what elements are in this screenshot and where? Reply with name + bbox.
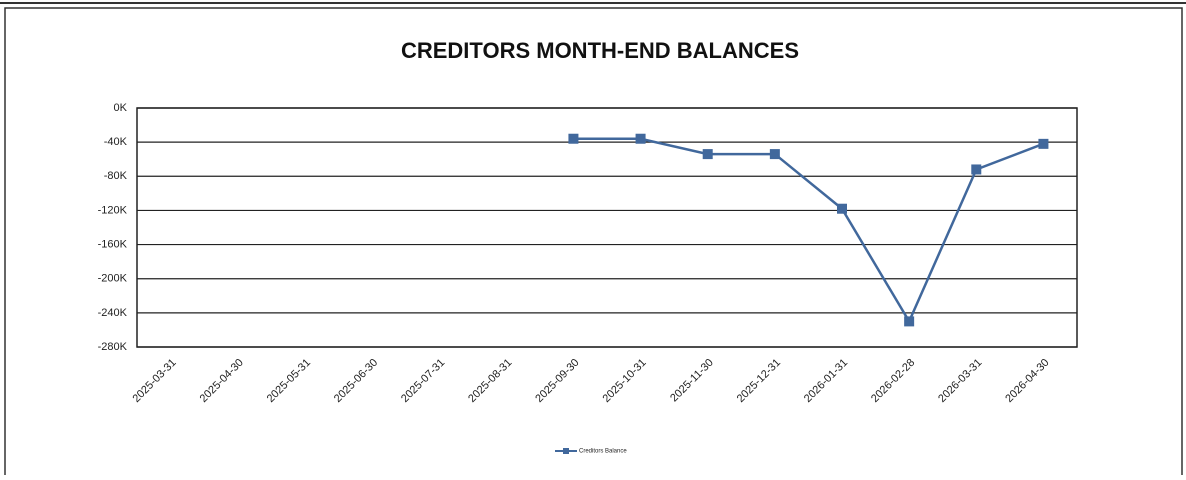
y-tick-label: -160K [98, 238, 128, 250]
y-tick-label: -280K [98, 341, 128, 353]
legend-label: Creditors Balance [579, 449, 627, 455]
x-tick-label: 2025-09-30 [533, 357, 581, 405]
x-tick-label: 2025-06-30 [332, 357, 380, 405]
x-tick-label: 2025-12-31 [735, 357, 783, 405]
point-marker [1038, 138, 1049, 149]
legend-marker [563, 448, 569, 454]
x-tick-label: 2025-05-31 [265, 357, 313, 405]
y-tick-label: -200K [98, 273, 128, 285]
y-tick-label: -240K [98, 307, 128, 319]
x-tick-label: 2026-03-31 [936, 357, 984, 405]
y-tick-label: 0K [114, 102, 128, 114]
point-marker [904, 316, 915, 327]
y-tick-label: -80K [104, 170, 128, 182]
plot-area [136, 107, 1078, 348]
x-tick-label: 2025-10-31 [600, 357, 648, 405]
x-tick-label: 2025-11-30 [668, 357, 716, 405]
x-tick-label: 2025-04-30 [198, 357, 246, 405]
chart-title: CREDITORS MONTH-END BALANCES [401, 38, 799, 63]
x-tick-label: 2026-01-31 [802, 357, 850, 405]
y-tick-label: -40K [104, 136, 128, 148]
point-marker [769, 149, 780, 160]
frame [4, 7, 1183, 479]
x-tick-label: 2025-03-31 [130, 357, 178, 405]
point-marker [568, 133, 579, 144]
point-marker [837, 203, 847, 214]
point-marker [702, 149, 713, 160]
x-tick-label: 2025-08-31 [466, 357, 514, 405]
x-tick-label: 2026-04-30 [1003, 357, 1051, 405]
point-marker [971, 164, 982, 175]
x-tick-label: 2026-02-28 [869, 357, 917, 405]
x-tick-label: 2025-07-31 [399, 357, 447, 405]
point-marker [635, 133, 646, 144]
series-line [573, 137, 1044, 325]
y-tick-label: -120K [98, 204, 128, 216]
